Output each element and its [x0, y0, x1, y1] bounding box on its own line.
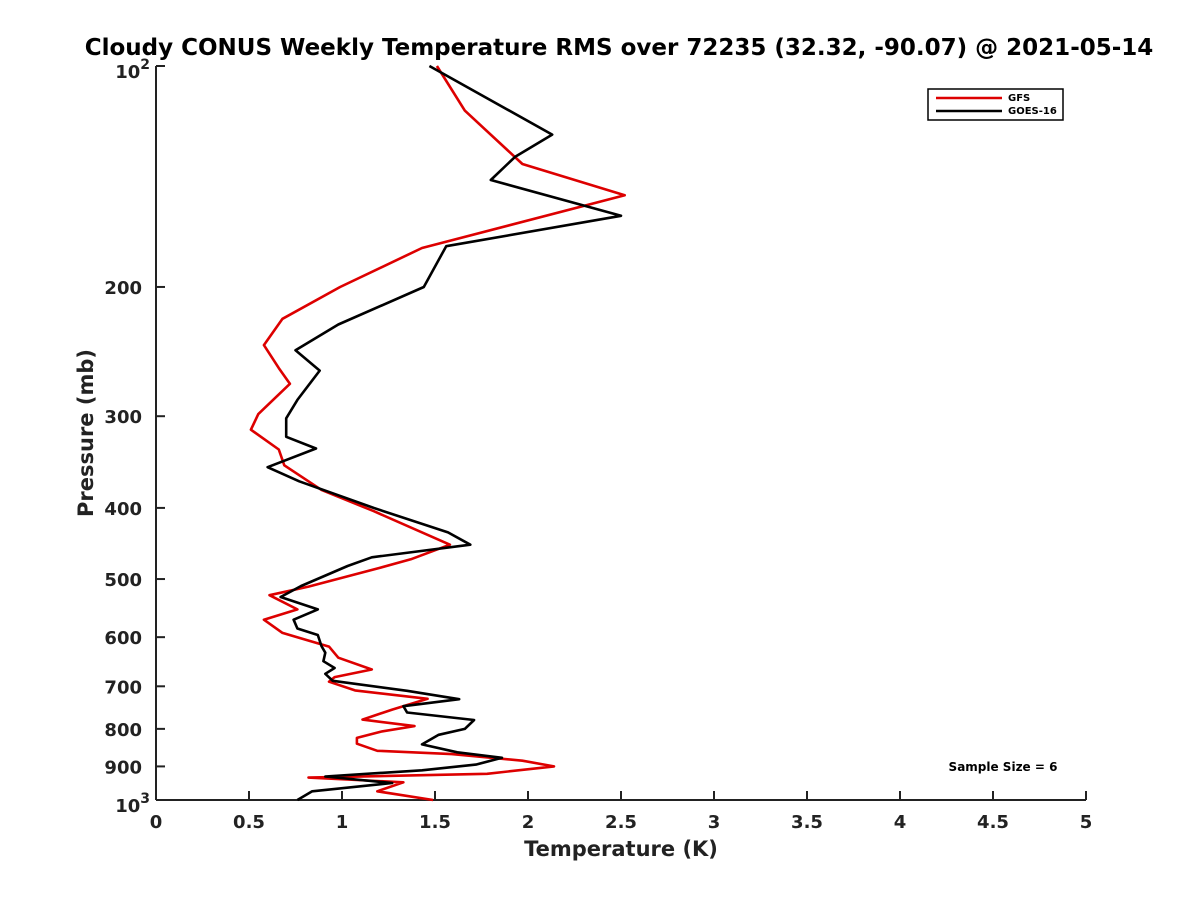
- y-tick-label: 300: [104, 407, 142, 428]
- sample-size-annotation: Sample Size = 6: [949, 760, 1058, 774]
- x-tick-label: 3: [708, 812, 721, 833]
- x-tick-label: 4: [894, 812, 907, 833]
- x-tick-label: 4.5: [977, 812, 1009, 833]
- x-tick-label: 2.5: [605, 812, 637, 833]
- x-tick-label: 2: [522, 812, 535, 833]
- y-axis-label: Pressure (mb): [74, 349, 98, 517]
- legend-box: [927, 88, 1064, 121]
- x-tick-label: 0.5: [233, 812, 265, 833]
- y-tick-label: 700: [104, 677, 142, 698]
- x-tick-label: 0: [150, 812, 163, 833]
- y-tick-label: 400: [104, 499, 142, 520]
- y-tick-label: 200: [104, 278, 142, 299]
- series-line-gfs: [249, 65, 627, 802]
- chart-title: Cloudy CONUS Weekly Temperature RMS over…: [85, 35, 1154, 61]
- plot-area: 0 0.5 1 1.5 2 2.5 3 3.5 4 4.5 5 200 300 400 500 600 700…: [104, 57, 1092, 833]
- x-tick-label: 1: [336, 812, 349, 833]
- y-tick-label: 500: [104, 570, 142, 591]
- series-line-goes16: [266, 64, 623, 802]
- legend: GFS GOES-16: [927, 88, 1064, 121]
- series-layer: [249, 64, 627, 802]
- legend-label-goes16: GOES-16: [1008, 106, 1057, 117]
- y-ticks: 200 300 400 500 600 700 800 900 102 103: [104, 57, 165, 817]
- x-tick-label: 5: [1080, 812, 1093, 833]
- y-tick-label: 600: [104, 628, 142, 649]
- x-tick-label: 3.5: [791, 812, 823, 833]
- x-axis-label: Temperature (K): [524, 837, 718, 861]
- legend-label-gfs: GFS: [1008, 93, 1030, 104]
- y-tick-label-power: 102: [115, 57, 150, 83]
- y-tick-label: 800: [104, 720, 142, 741]
- x-ticks: 0 0.5 1 1.5 2 2.5 3 3.5 4 4.5 5: [150, 791, 1093, 833]
- y-tick-label-power: 103: [115, 791, 150, 817]
- y-tick-label: 900: [104, 757, 142, 778]
- x-tick-label: 1.5: [419, 812, 451, 833]
